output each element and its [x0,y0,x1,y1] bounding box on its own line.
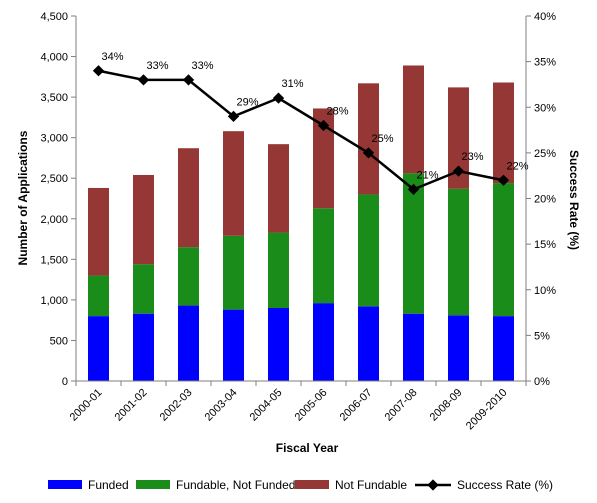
legend-marker-success-rate [427,479,439,491]
x-tick-label-6: 2006-07 [338,387,375,424]
success-rate-label-2: 33% [191,60,213,72]
success-rate-point-8 [452,165,465,177]
x-axis-title: Fiscal Year [276,441,339,455]
x-tick-label-0: 2000-01 [68,387,105,424]
x-tick-label-7: 2007-08 [383,387,420,424]
bar-fundable-not-funded-3 [223,235,244,310]
bar-fundable-not-funded-4 [268,232,289,308]
legend-swatch-not-fundable [295,480,329,489]
y2-tick-label-8: 40% [534,11,556,23]
bar-not-fundable-6 [358,83,379,195]
data-labels-layer: 34% 33% 33% 29% 31% 28% 25% 21% 23% 22% [101,51,528,182]
success-rate-label-4: 31% [281,78,303,90]
legend-label-fundable-not-funded: Fundable, Not Funded [176,478,295,492]
bar-fundable-not-funded-0 [88,275,109,317]
y-tick-label-5: 2,500 [40,173,68,185]
x-tick-label-5: 2005-06 [293,387,330,424]
success-rate-point-1 [137,74,150,86]
bar-fundable-not-funded-1 [133,264,154,314]
y2-axis-title: Success Rate (%) [567,150,581,250]
success-rate-point-9 [497,174,510,186]
y2-tick-label-1: 5% [534,330,550,342]
bar-not-fundable-4 [268,144,289,233]
bar-funded-5 [313,303,334,381]
y-tick-label-2: 1,000 [40,295,68,307]
bar-fundable-not-funded-6 [358,194,379,307]
y2-tick-label-0: 0% [534,376,550,388]
y2-tick-label-7: 35% [534,57,556,69]
bar-funded-3 [223,309,244,381]
success-rate-label-0: 34% [101,51,123,63]
success-rate-point-0 [92,65,105,77]
y-axis-title: Number of Applications [16,130,30,265]
y2-tick-label-3: 15% [534,239,556,251]
bars-layer [88,65,514,381]
bar-not-fundable-2 [178,148,199,248]
legend-label-funded: Funded [88,478,129,492]
y2-tick-label-5: 25% [534,148,556,160]
y2-tick-label-4: 20% [534,194,556,206]
x-tick-label-3: 2003-04 [203,387,240,424]
success-rate-label-8: 23% [461,151,483,163]
success-rate-label-3: 29% [236,96,258,108]
success-rate-point-7 [407,183,420,196]
y2-tick-label-6: 30% [534,102,556,114]
bar-fundable-not-funded-2 [178,247,199,306]
x-tick-label-8: 2008-09 [428,387,465,424]
x-tick-label-4: 2004-05 [248,387,285,424]
y-tick-label-3: 1,500 [40,254,68,266]
success-rate-point-6 [362,147,375,159]
y-tick-label-6: 3,000 [40,133,68,145]
success-rate-point-4 [272,92,285,104]
bar-funded-4 [268,308,289,381]
legend-label-not-fundable: Not Fundable [335,478,407,492]
y2-tick-label-2: 10% [534,285,556,297]
x-tick-label-1: 2001-02 [113,387,150,424]
success-rate-label-5: 28% [326,106,348,118]
success-rate-label-6: 25% [371,133,393,145]
bar-funded-8 [448,315,469,381]
y-tick-label-9: 4,500 [40,11,68,23]
bar-not-fundable-0 [88,187,109,276]
legend-swatch-funded [48,480,82,489]
bar-not-fundable-1 [133,174,154,265]
legend-label-success-rate: Success Rate (%) [457,478,553,492]
success-rate-label-7: 21% [416,169,438,181]
bar-funded-9 [493,316,514,381]
bar-not-fundable-3 [223,131,244,236]
x-tick-label-2: 2002-03 [158,387,195,424]
y-tick-label-1: 500 [50,335,68,347]
bar-funded-7 [403,313,424,381]
bar-funded-1 [133,313,154,381]
y-tick-label-4: 2,000 [40,214,68,226]
success-rate-label-1: 33% [146,60,168,72]
bar-funded-0 [88,316,109,381]
bar-funded-6 [358,306,379,381]
y-tick-label-7: 3,500 [40,92,68,104]
legend-swatch-fundable-not-funded [136,480,170,489]
bar-not-fundable-7 [403,65,424,174]
bar-funded-2 [178,305,199,381]
bar-fundable-not-funded-5 [313,208,334,304]
success-rate-line [98,69,504,191]
bar-not-fundable-8 [448,87,469,189]
bar-not-fundable-9 [493,82,514,184]
bar-fundable-not-funded-9 [493,183,514,317]
legend: Funded Fundable, Not Funded Not Fundable… [48,478,553,492]
x-tick-label-9: 2009-2010 [464,387,510,433]
y-tick-label-8: 4,000 [40,52,68,64]
bar-fundable-not-funded-8 [448,188,469,316]
success-rate-label-9: 22% [506,160,528,172]
bar-not-fundable-5 [313,108,334,209]
y-tick-label-0: 0 [62,376,68,388]
bar-fundable-not-funded-7 [403,173,424,314]
